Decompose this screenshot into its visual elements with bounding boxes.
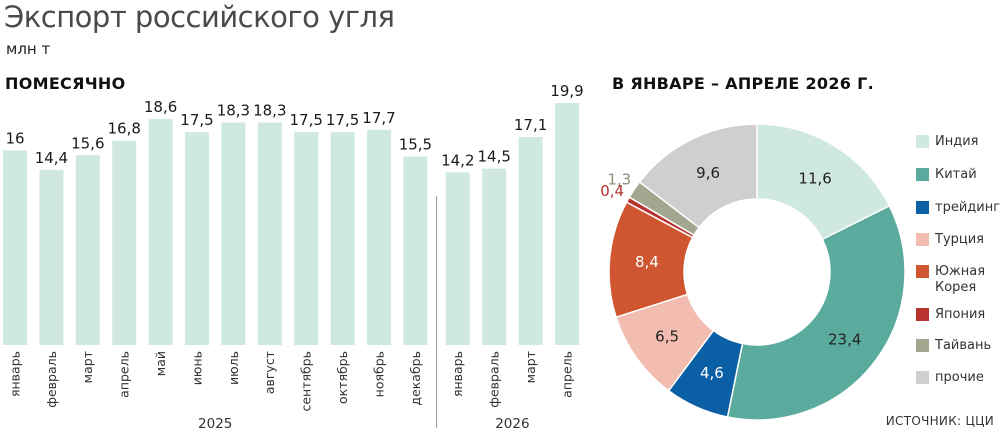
legend-label-1: Индия xyxy=(935,134,979,149)
bar-value-label-3: 15,6 xyxy=(71,134,104,152)
bar-value-label-8: 18,3 xyxy=(253,101,286,119)
bar-16 xyxy=(555,103,579,345)
bar-value-label-14: 14,5 xyxy=(477,148,510,166)
legend-item-8: прочие xyxy=(916,370,984,386)
bar-value-label-10: 17,5 xyxy=(326,111,359,129)
legend-label-4: Турция xyxy=(935,232,985,247)
donut-value-label-8: 9,6 xyxy=(696,164,720,182)
bar-15 xyxy=(518,137,543,345)
legend-label-8: прочие xyxy=(935,370,984,385)
legend-label-3: трейдинг xyxy=(935,200,1000,215)
monthly-bar-chart: 16 январь 14,4 февраль 15,6 март 16,8 апрель 18,… xyxy=(3,82,584,432)
bar-value-label-9: 17,5 xyxy=(289,111,322,129)
donut-value-label-4: 6,5 xyxy=(655,328,679,346)
legend-item-1: Индия xyxy=(916,134,978,150)
donut-value-label-5: 8,4 xyxy=(635,253,659,271)
bar-9 xyxy=(294,132,319,345)
bar-10 xyxy=(330,132,355,345)
bar-category-label-8: август xyxy=(262,351,277,394)
bar-value-label-15: 17,1 xyxy=(514,116,547,134)
bar-11 xyxy=(367,129,391,345)
donut-slice-8 xyxy=(638,123,758,229)
bar-value-label-2: 14,4 xyxy=(35,149,68,167)
bar-category-label-15: март xyxy=(523,351,538,383)
legend-label-6: Япония xyxy=(935,307,986,322)
donut-value-label-7: 1,3 xyxy=(607,171,631,189)
legend-swatch-2 xyxy=(916,168,929,181)
bar-value-label-5: 18,6 xyxy=(144,98,177,116)
legend-item-7: Тайвань xyxy=(916,338,991,354)
bar-category-label-13: январь xyxy=(450,351,465,397)
bar-value-label-4: 16,8 xyxy=(107,120,140,138)
bar-8 xyxy=(257,122,282,346)
legend-item-6: Япония xyxy=(916,307,985,323)
bar-5 xyxy=(148,118,173,345)
legend-item-2: Китай xyxy=(916,167,977,183)
unit-label: млн т xyxy=(6,40,51,58)
year-label-2026: 2026 xyxy=(495,416,529,432)
bar-value-label-7: 18,3 xyxy=(217,101,250,119)
bar-3 xyxy=(75,155,100,345)
bar-category-label-10: октябрь xyxy=(335,351,350,404)
bar-value-label-16: 19,9 xyxy=(550,82,583,100)
bar-14 xyxy=(482,168,507,345)
bar-category-label-5: май xyxy=(153,351,168,376)
legend-swatch-8 xyxy=(916,371,929,384)
bar-category-label-12: декабрь xyxy=(408,351,423,406)
donut-value-label-3: 4,6 xyxy=(700,364,724,382)
legend-item-4: Турция xyxy=(916,232,984,248)
legend-swatch-4 xyxy=(916,233,929,246)
bar-category-label-4: апрель xyxy=(117,351,132,398)
legend-swatch-1 xyxy=(916,135,929,148)
bar-4 xyxy=(112,140,137,345)
source-note: ИСТОЧНИК: ЦЦИ xyxy=(885,414,994,428)
bar-category-label-1: январь xyxy=(7,351,22,397)
bar-2 xyxy=(39,169,64,345)
legend-swatch-6 xyxy=(916,308,929,321)
bar-category-label-16: апрель xyxy=(559,351,574,398)
donut-value-label-1: 11,6 xyxy=(798,169,831,187)
donut-value-label-6: 0,4 xyxy=(600,182,624,200)
breakdown-subtitle: В ЯНВАРЕ – АПРЕЛЕ 2026 Г. xyxy=(612,74,874,93)
bar-value-label-11: 17,7 xyxy=(362,109,395,127)
bar-category-label-2: февраль xyxy=(44,351,59,408)
bar-1 xyxy=(3,150,27,345)
donut-slice-1 xyxy=(756,123,891,241)
bar-category-label-14: февраль xyxy=(487,351,502,408)
donut-slice-2 xyxy=(726,204,906,421)
bar-12 xyxy=(403,156,428,345)
bar-category-label-11: ноябрь xyxy=(371,351,386,397)
donut-value-label-2: 23,4 xyxy=(828,330,861,348)
bar-value-label-6: 17,5 xyxy=(180,111,213,129)
bar-category-label-3: март xyxy=(80,351,95,383)
bar-7 xyxy=(221,122,246,346)
legend-label-5: Южная Корея xyxy=(935,264,986,295)
chart-title: Экспорт российского угля xyxy=(4,0,395,34)
bar-category-label-9: сентябрь xyxy=(299,351,314,412)
year-label-2025: 2025 xyxy=(198,416,232,432)
legend-swatch-7 xyxy=(916,339,929,352)
legend-swatch-5 xyxy=(916,265,929,278)
legend-item-5: Южная Корея xyxy=(916,264,985,296)
legend-label-7: Тайвань xyxy=(935,338,992,353)
bar-category-label-7: июль xyxy=(226,351,241,385)
bar-value-label-13: 14,2 xyxy=(441,151,474,169)
legend-label-2: Китай xyxy=(935,167,977,182)
bar-value-label-1: 16 xyxy=(5,129,24,147)
legend-item-3: трейдинг xyxy=(916,200,1000,216)
bar-category-label-6: июнь xyxy=(189,351,204,385)
bar-6 xyxy=(185,132,209,345)
legend-swatch-3 xyxy=(916,201,929,214)
bar-value-label-12: 15,5 xyxy=(399,136,432,154)
bar-13 xyxy=(445,172,470,345)
monthly-subtitle: ПОМЕСЯЧНО xyxy=(5,74,126,93)
